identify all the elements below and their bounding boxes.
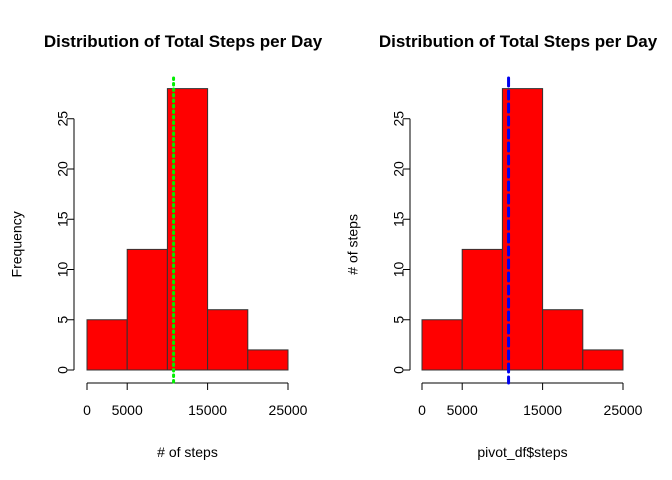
x-axis-label: pivot_df$steps xyxy=(477,444,567,460)
x-tick-label: 0 xyxy=(418,402,426,418)
histogram-bar xyxy=(86,319,128,371)
histogram-bar xyxy=(461,248,503,371)
y-tick-label: 25 xyxy=(391,111,407,127)
x-tick-label: 25000 xyxy=(269,402,308,418)
y-tick-label: 15 xyxy=(55,211,71,227)
y-tick-label: 20 xyxy=(391,161,407,177)
x-tick-label: 25000 xyxy=(604,402,643,418)
y-tick-label: 5 xyxy=(391,316,407,324)
histogram-panel-right: Distribution of Total Steps per Day 0 5 10 1… xyxy=(345,32,658,460)
histogram-bar xyxy=(421,319,463,371)
y-tick-label: 20 xyxy=(55,161,71,177)
x-tick-label: 5000 xyxy=(112,402,143,418)
chart-title: Distribution of Total Steps per Day xyxy=(379,32,658,51)
x-tick-label: 15000 xyxy=(188,402,227,418)
y-tick-label: 5 xyxy=(55,316,71,324)
y-tick-label: 0 xyxy=(391,366,407,374)
y-tick-label: 10 xyxy=(391,262,407,278)
x-tick-label: 0 xyxy=(83,402,91,418)
y-axis-label: Frequency xyxy=(9,211,25,277)
histogram-bar xyxy=(247,349,289,371)
histogram-bar xyxy=(207,309,249,371)
x-tick-label: 15000 xyxy=(523,402,562,418)
y-tick-label: 0 xyxy=(55,366,71,374)
x-tick-label: 5000 xyxy=(447,402,478,418)
x-axis-label: # of steps xyxy=(157,444,218,460)
histogram-bar xyxy=(126,248,168,371)
histogram-bar xyxy=(582,349,624,371)
chart-title: Distribution of Total Steps per Day xyxy=(44,32,323,51)
y-axis-label: # of steps xyxy=(345,214,361,275)
y-tick-label: 25 xyxy=(55,111,71,127)
y-tick-label: 15 xyxy=(391,211,407,227)
histogram-panel-left: Distribution of Total Steps per Day 0 5 10 1… xyxy=(9,32,323,460)
y-tick-label: 10 xyxy=(55,262,71,278)
histogram-bar xyxy=(542,309,584,371)
